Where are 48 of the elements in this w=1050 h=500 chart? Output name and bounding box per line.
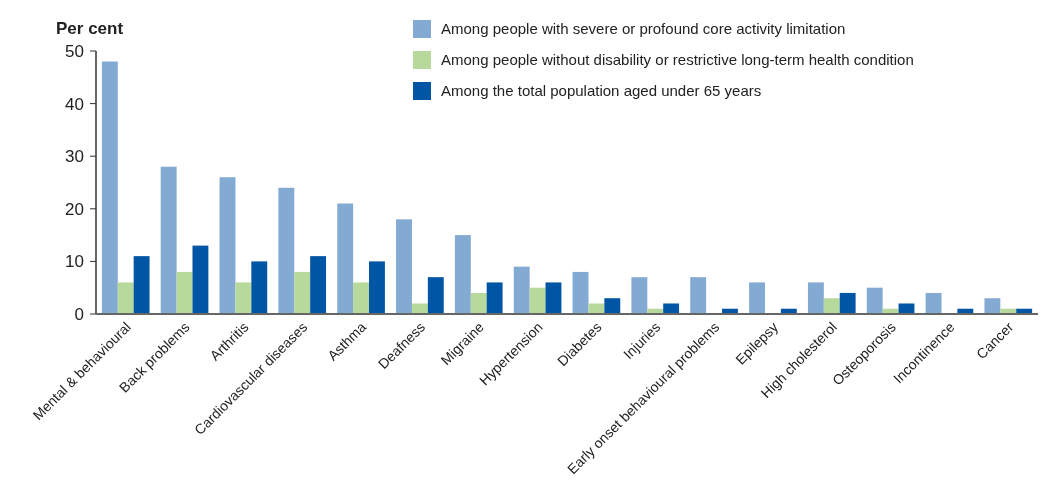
y-tick-label: 20 xyxy=(65,199,84,219)
bar xyxy=(631,277,648,314)
legend-label: Among people with severe or profound core activity limitation xyxy=(441,20,846,38)
y-tick-label: 0 xyxy=(74,304,84,324)
bar xyxy=(294,271,311,314)
bar xyxy=(513,266,530,314)
bar xyxy=(663,303,680,314)
bar xyxy=(690,277,707,314)
bar xyxy=(866,287,883,314)
bar xyxy=(839,292,856,314)
bar xyxy=(117,282,134,314)
bar xyxy=(192,245,209,314)
legend-label: Among the total population aged under 65 years xyxy=(441,82,762,100)
legend-label: Among people without disability or restrictive long-term health condition xyxy=(441,51,914,69)
bar xyxy=(411,303,428,314)
y-tick-label: 10 xyxy=(65,252,84,272)
bar xyxy=(486,282,503,314)
bar xyxy=(353,282,370,314)
bar xyxy=(396,219,412,314)
bar xyxy=(337,203,354,314)
bar xyxy=(454,235,471,314)
bar xyxy=(235,282,252,314)
bar xyxy=(427,277,444,314)
bar xyxy=(278,187,295,314)
bar xyxy=(529,287,546,314)
bar xyxy=(545,282,562,314)
y-tick-label: 50 xyxy=(65,41,84,61)
y-axis-title: Per cent xyxy=(56,19,124,38)
y-tick-label: 40 xyxy=(65,94,84,114)
bar xyxy=(823,298,840,314)
bar xyxy=(369,261,385,314)
bar xyxy=(470,292,487,314)
bar xyxy=(101,61,118,314)
bar xyxy=(219,177,236,314)
bar xyxy=(898,303,915,314)
bar xyxy=(984,298,1001,314)
bar xyxy=(925,292,942,314)
bar xyxy=(133,256,150,314)
bar xyxy=(572,271,589,314)
bar xyxy=(588,303,605,314)
bar xyxy=(176,271,193,314)
bar xyxy=(310,256,327,314)
bar xyxy=(160,166,177,314)
bar xyxy=(749,282,765,314)
bar xyxy=(251,261,268,314)
bar xyxy=(604,298,621,314)
bar xyxy=(807,282,824,314)
y-tick-label: 30 xyxy=(65,147,84,167)
